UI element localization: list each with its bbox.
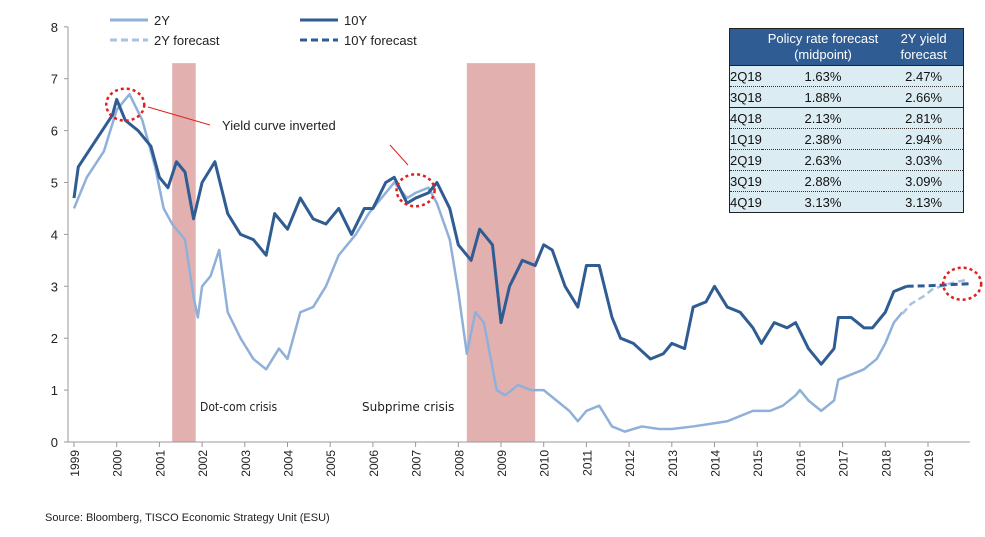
legend-label: 10Y [344, 13, 367, 28]
series-line-10y [72, 97, 908, 366]
x-tick-label: 2002 [196, 450, 210, 477]
annotation-arrow [389, 144, 409, 166]
table-cell: 2.13% [761, 107, 885, 129]
table-cell: 2.88% [761, 170, 885, 192]
table-cell: 2.94% [884, 128, 964, 150]
source-note: Source: Bloomberg, TISCO Economic Strate… [45, 512, 330, 524]
y-tick-label: 1 [51, 383, 58, 398]
x-tick-label: 2007 [410, 450, 424, 477]
y-tick-label: 6 [51, 124, 58, 139]
y-tick-label: 7 [51, 72, 58, 87]
table-row: 4Q19 3.13% 3.13% [729, 191, 964, 213]
table-cell: 2Q18 [729, 65, 762, 87]
table-cell: 1Q19 [729, 128, 762, 150]
y-tick-label: 0 [51, 435, 58, 450]
x-tick-label: 2009 [495, 450, 509, 477]
x-tick-label: 2017 [837, 450, 851, 477]
y-tick-label: 3 [51, 279, 58, 294]
series-line-2y-forecast [901, 278, 969, 315]
x-tick-label: 2010 [538, 450, 552, 477]
table-cell: 4Q19 [729, 191, 762, 213]
annotation-text: Yield curve inverted [222, 118, 336, 133]
table-cell: 2.47% [884, 65, 964, 87]
x-tick-label: 2006 [367, 450, 381, 477]
annotation-arrow [147, 106, 211, 126]
annotation-circle [395, 173, 436, 208]
table-row: 1Q19 2.38% 2.94% [729, 128, 964, 150]
x-tick-label: 2014 [709, 450, 723, 477]
legend-label: 2Y [154, 13, 170, 28]
legend-label: 2Y forecast [154, 33, 220, 48]
table-cell: 3.09% [884, 170, 964, 192]
x-tick-label: 2013 [666, 450, 680, 477]
recession-label: Subprime crisis [362, 400, 454, 414]
forecast-table: Policy rate forecast (midpoint) 2Y yield… [729, 28, 964, 213]
x-tick-label: 2012 [623, 450, 637, 477]
recession-band [466, 63, 536, 442]
table-cell: 2.38% [761, 128, 885, 150]
table-row: 2Q18 1.63% 2.47% [729, 65, 964, 87]
x-tick-label: 2005 [324, 450, 338, 477]
y-tick-label: 5 [51, 176, 58, 191]
x-tick-label: 2016 [794, 450, 808, 477]
annotation-circle [104, 87, 146, 122]
y-tick-label: 8 [51, 20, 58, 35]
y-tick-label: 4 [51, 227, 58, 242]
table-row: 3Q18 1.88% 2.66% [729, 86, 964, 108]
table-cell: 3.03% [884, 149, 964, 171]
series-line-10y-forecast [906, 282, 969, 288]
x-tick-label: 2019 [922, 450, 936, 477]
x-tick-label: 1999 [68, 450, 82, 477]
table-cell: 4Q18 [729, 107, 762, 129]
y-tick-label: 2 [51, 331, 58, 346]
table-row: 2Q19 2.63% 3.03% [729, 149, 964, 171]
x-tick-label: 2001 [153, 450, 167, 477]
table-cell: 2Q19 [729, 149, 762, 171]
x-tick-label: 2018 [879, 450, 893, 477]
x-tick-label: 2008 [452, 450, 466, 477]
table-cell: 3.13% [761, 191, 885, 213]
table-cell: 3Q18 [729, 86, 762, 108]
table-header-policy-rate: Policy rate forecast (midpoint) [761, 28, 885, 66]
x-tick-label: 2004 [282, 450, 296, 477]
recession-band [172, 63, 196, 442]
table-header-2y-yield: 2Y yield forecast [884, 28, 964, 66]
x-tick-label: 2000 [111, 450, 125, 477]
table-cell: 1.88% [761, 86, 885, 108]
table-row: 3Q19 2.88% 3.09% [729, 170, 964, 192]
series-line-2y [72, 93, 904, 433]
x-tick-label: 2015 [751, 450, 765, 477]
x-tick-label: 2011 [580, 450, 594, 476]
table-cell: 2.81% [884, 107, 964, 129]
x-tick-label: 2003 [239, 450, 253, 477]
table-cell: 2.63% [761, 149, 885, 171]
table-row: 4Q18 2.13% 2.81% [729, 107, 964, 129]
table-header-blank [729, 28, 762, 66]
annotation-circle [941, 266, 983, 301]
table-cell: 1.63% [761, 65, 885, 87]
legend-label: 10Y forecast [344, 33, 417, 48]
table-cell: 3Q19 [729, 170, 762, 192]
table-cell: 2.66% [884, 86, 964, 108]
table-cell: 3.13% [884, 191, 964, 213]
recession-label: Dot-com crisis [200, 400, 278, 414]
